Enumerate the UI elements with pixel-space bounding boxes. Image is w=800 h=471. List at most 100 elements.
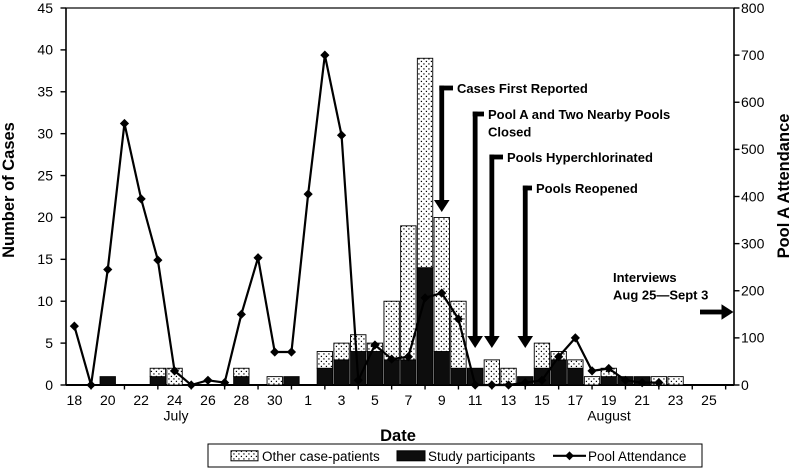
y-left-tick-label: 45 [37, 0, 53, 16]
pool-attendance-marker [387, 354, 397, 364]
pool-attendance-line [73, 54, 659, 387]
bar-other-case-patients [667, 376, 684, 386]
legend-swatch-study-participants [396, 450, 426, 462]
bar-other-case-patients [450, 300, 467, 369]
y-left-tick-label: 20 [37, 209, 53, 225]
month-label-august: August [587, 408, 631, 424]
interviews-label: Aug 25—Sept 3 [613, 288, 708, 303]
y-right-tick-label: 0 [741, 377, 749, 393]
pool-attendance-series [69, 50, 664, 390]
pools-closed-label: Closed [488, 125, 531, 140]
pools-reopened-annotation: Pools Reopened [517, 181, 638, 348]
x-tick-label: 25 [701, 392, 717, 408]
x-tick-label: 9 [438, 392, 446, 408]
interviews-arrowhead [721, 304, 734, 320]
pool-attendance-marker [203, 375, 213, 385]
cases-first-reported-arrow [433, 85, 453, 212]
pools-closed-annotation: Pool A and Two Nearby Pools Closed [467, 107, 670, 348]
pool-attendance-marker [236, 309, 246, 319]
y-left-tick-label: 0 [45, 377, 53, 393]
legend-label-other-case-patients: Other case-patients [262, 449, 380, 464]
cases-first-reported-arrowhead [433, 200, 450, 212]
bar-other-case-patients [266, 376, 283, 386]
y-left-tick-label: 25 [37, 167, 53, 183]
pools-reopened-arrow-shaft [522, 185, 528, 337]
pool-attendance-marker [136, 194, 146, 204]
bar-other-case-patients [333, 342, 350, 361]
legend: Other case-patients Study participants Poo… [207, 443, 703, 468]
interviews-arrow [700, 304, 734, 320]
pool-attendance-marker [286, 347, 297, 357]
bar-other-case-patients [383, 300, 400, 361]
bar-other-case-patients [233, 367, 250, 378]
bar-study-participants [400, 359, 417, 386]
plot-frame [65, 7, 735, 386]
legend-swatch-pool-attendance-marker [565, 451, 574, 461]
pool-attendance-marker [270, 347, 280, 357]
x-tick-label: 13 [501, 392, 517, 408]
pool-attendance-marker [370, 340, 380, 350]
x-tick-label: 22 [133, 392, 149, 408]
pools-closed-label: Pool A and Two Nearby Pools [488, 107, 670, 122]
interviews-annotation: Interviews Aug 25—Sept 3 [613, 270, 734, 320]
y-right-tick-label: 400 [741, 188, 765, 204]
pools-hyperchlorinated-annotation: Pools Hyperchlorinated [484, 150, 653, 348]
plot-area-border [65, 7, 735, 386]
pool-attendance-marker [86, 380, 96, 390]
y-right-tick-label: 500 [741, 141, 765, 157]
axis-titles: Number of Cases Pool A Attendance Date [0, 114, 793, 445]
y-left-tick-label: 10 [37, 293, 53, 309]
bar-other-case-patients [533, 342, 551, 369]
pool-attendance-marker [169, 366, 180, 376]
pools-hyperchlorinated-arrow-shaft [489, 154, 495, 337]
bar-study-participants [316, 367, 333, 386]
pool-attendance-marker [554, 352, 564, 362]
y-left-tick-label: 40 [37, 42, 53, 58]
pool-attendance-marker [303, 189, 313, 199]
legend-label-pool-attendance: Pool Attendance [588, 449, 686, 464]
x-tick-label: 11 [468, 392, 483, 408]
x-tick-label: 28 [234, 392, 250, 408]
bar-study-participants [600, 376, 617, 386]
x-tick-label: 3 [338, 392, 346, 408]
cases-first-reported-arrow-shaft [439, 85, 445, 201]
bar-other-case-patients [433, 216, 450, 352]
pool-attendance-marker [119, 118, 130, 129]
month-label-july: July [164, 408, 189, 424]
pool-attendance-marker [103, 264, 113, 275]
y-right-tick-label: 700 [741, 47, 765, 63]
y-right-tick-label: 100 [741, 330, 765, 346]
bar-other-case-patients [316, 351, 333, 369]
pool-attendance-marker [537, 375, 547, 385]
y-left-axis: 0 5 10 15 20 25 30 35 40 45 [37, 0, 66, 393]
pools-reopened-arrowhead [517, 336, 534, 348]
bar-study-participants [333, 359, 350, 386]
pools-closed-arrow [467, 111, 484, 348]
x-tick-label: 18 [67, 392, 83, 408]
x-axis-title: Date [380, 427, 416, 445]
y-left-tick-label: 30 [37, 125, 53, 141]
pools-hyperchlorinated-arrow-elbow [489, 154, 503, 160]
pools-closed-arrow-elbow [472, 111, 484, 117]
legend-box [207, 443, 703, 468]
y-left-tick-label: 5 [45, 335, 53, 351]
pool-attendance-marker [69, 321, 79, 331]
annotations: Cases First Reported Pool A and Two Nearb… [433, 81, 734, 348]
pools-closed-arrowhead [467, 336, 483, 348]
pool-attendance-marker [587, 366, 597, 376]
pool-attendance-marker [186, 380, 196, 390]
pool-attendance-marker [420, 293, 430, 303]
cases-first-reported-arrow-elbow [439, 85, 453, 91]
pool-attendance-marker [620, 375, 631, 385]
legend-swatch-other-case-patients [230, 450, 259, 462]
pool-attendance-marker [520, 378, 530, 388]
bar-other-case-patients [583, 376, 601, 386]
legend-label-study-participants: Study participants [428, 449, 536, 464]
bar-study-participants [450, 367, 467, 386]
pool-attendance-marker [470, 380, 480, 390]
pools-reopened-label: Pools Reopened [536, 181, 638, 196]
x-tick-label: 5 [371, 392, 379, 408]
x-tick-label: 30 [267, 392, 283, 408]
pool-attendance-marker [353, 375, 363, 385]
